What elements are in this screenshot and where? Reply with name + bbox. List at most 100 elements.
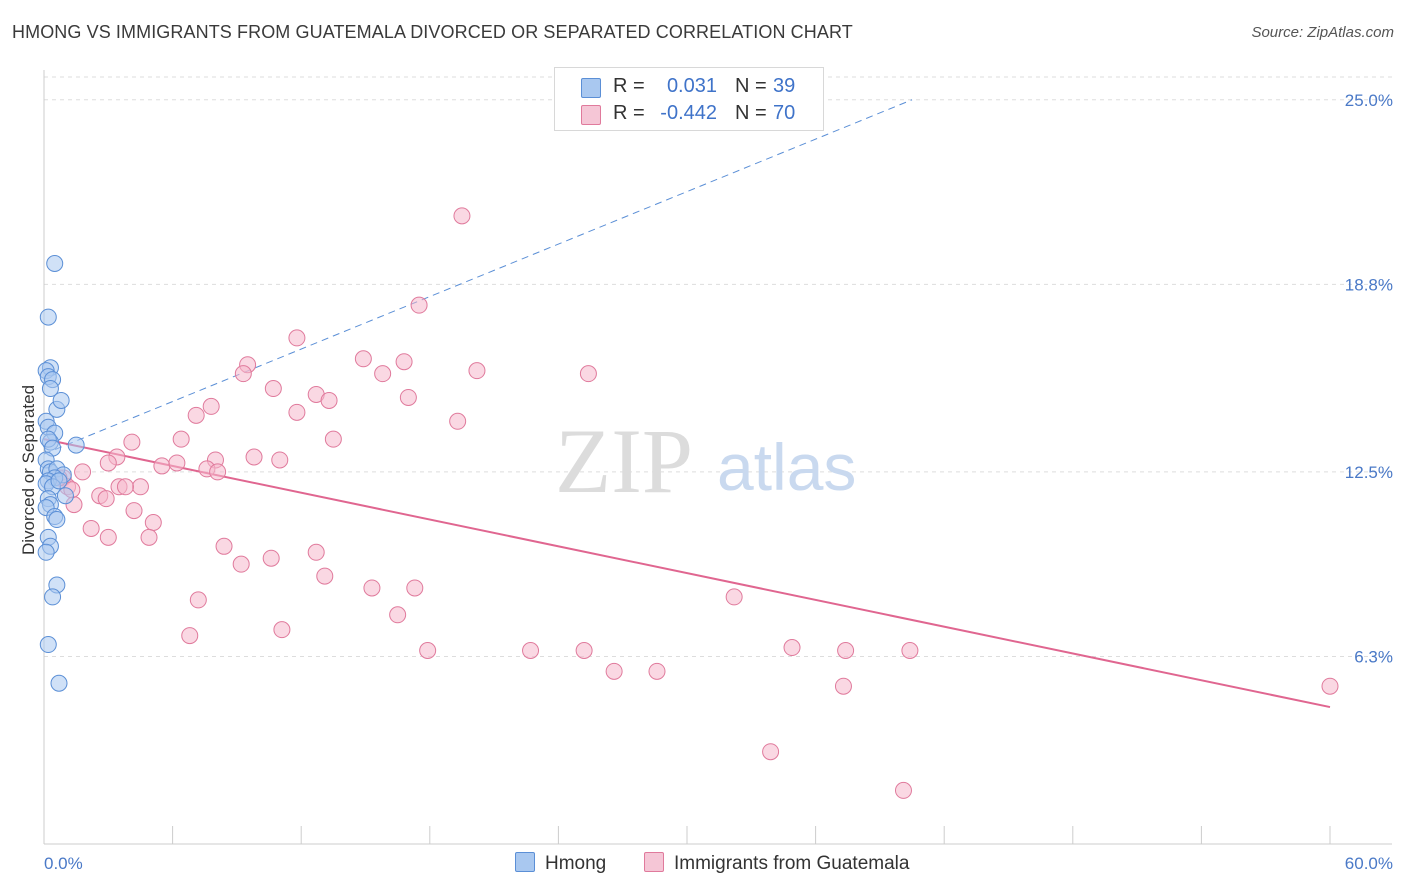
y-axis-label: Divorced or Separated [19,385,38,555]
guatemala-point [389,606,407,624]
hmong-trend-line [43,99,913,455]
hmong-point [41,380,59,398]
x-tick-label-min: 0.0% [44,854,83,873]
legend-item-hmong: Hmong [515,852,606,875]
guatemala-point [320,391,338,409]
guatemala-point [99,528,117,546]
guatemala-point [837,642,855,659]
hmong-point [50,472,68,490]
guatemala-point [264,380,282,398]
hmong-point [37,543,55,561]
guatemala-point [605,662,623,680]
watermark-zip: ZIP [555,410,693,512]
guatemala-point [273,621,291,639]
hmong-point [67,436,85,454]
guatemala-point [316,567,334,585]
x-tick-label-max: 60.0% [1345,854,1393,873]
guatemala-point [125,502,143,520]
source-label: Source: ZipAtlas.com [1251,24,1394,41]
guatemala-point [363,579,381,597]
guatemala-point [354,350,372,368]
guatemala-point [271,451,289,469]
guatemala-point [209,463,227,481]
legend-row-hmong: R = 0.031 N = 39 [555,73,823,101]
y-tick-label: 25.0% [1345,91,1393,110]
n-value: 39 [773,75,796,97]
axis-layer: 6.3% 12.5% 18.8% 25.0% 0.0% 60.0% [43,70,1393,873]
guatemala-point [202,397,220,415]
guatemala-point [262,549,280,567]
hmong-point [46,255,64,272]
guatemala-point [399,388,417,406]
guatemala-point [449,412,467,430]
guatemala-point [245,448,263,466]
legend-item-guatemala: Immigrants from Guatemala [644,852,909,875]
guatemala-point [374,365,392,383]
hmong-point [39,636,57,654]
guatemala-point [1321,677,1339,695]
guatemala-point [324,430,342,448]
y-tick-label: 6.3% [1354,647,1393,666]
y-tick-label: 12.5% [1345,463,1393,482]
guatemala-point [140,528,158,546]
guatemala-point [395,353,413,371]
guatemala-point [215,537,233,555]
guatemala-point [901,642,919,659]
hmong-legend-swatch [515,852,535,872]
guatemala-point [406,579,424,597]
hmong-point [39,308,57,326]
guatemala-point [116,478,134,496]
guatemala-point [82,519,100,537]
r-label: R = [613,75,645,97]
guatemala-point [234,365,252,383]
guatemala-point [410,296,428,314]
stats-legend: R = 0.031 N = 39 R = -0.442 N = 70 [554,67,824,131]
guatemala-point [579,365,597,383]
guatemala-point [468,362,486,380]
guatemala-point [453,207,471,225]
guatemala-point [172,430,190,448]
guatemala-point [181,627,199,645]
n-value: 70 [773,102,796,124]
r-label: R = [613,102,645,124]
watermark: ZIP atlas [555,410,856,512]
hmong-point [56,487,74,505]
guatemala-point [99,454,117,472]
n-label: N = [735,75,767,97]
y-tick-label: 18.8% [1345,275,1393,294]
guatemala-legend-label: Immigrants from Guatemala [674,853,910,874]
hmong-legend-label: Hmong [545,853,607,874]
guatemala-legend-swatch [644,852,664,872]
points-layer [37,207,1339,799]
guatemala-point [288,403,306,421]
guatemala-point [187,406,205,424]
n-label: N = [735,102,767,124]
r-value: -0.442 [660,102,717,124]
guatemala-point [307,543,325,561]
guatemala-point [288,329,306,347]
guatemala-point [168,454,186,472]
guatemala-point [153,457,171,475]
hmong-point [48,511,66,529]
guatemala-point [725,588,743,606]
guatemala-point [74,463,92,481]
guatemala-point [144,513,162,531]
trend-layer [43,99,1331,709]
guatemala-swatch [581,105,601,125]
hmong-point [50,674,68,692]
legend-row-guatemala: R = -0.442 N = 70 [555,100,823,128]
guatemala-point [648,662,666,680]
guatemala-point [834,677,852,695]
guatemala-point [894,781,912,799]
guatemala-point [419,642,437,659]
guatemala-point [123,433,141,451]
r-value: 0.031 [666,75,717,97]
chart-title: HMONG VS IMMIGRANTS FROM GUATEMALA DIVOR… [12,22,853,42]
hmong-point [44,588,62,606]
guatemala-point [189,591,207,609]
guatemala-point [522,642,540,659]
guatemala-point [762,743,780,761]
guatemala-trend-line [43,438,1331,709]
guatemala-point [232,555,250,573]
